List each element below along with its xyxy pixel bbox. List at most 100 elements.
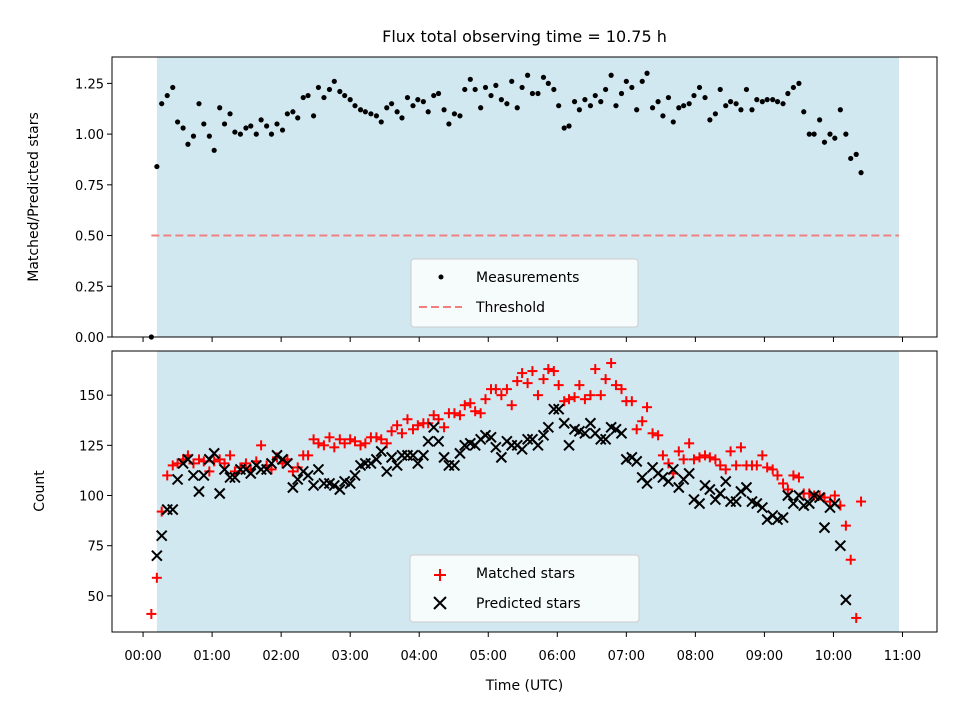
- measurement-point: [811, 131, 817, 137]
- measurement-point: [727, 99, 734, 105]
- measurement-point: [410, 103, 416, 109]
- predicted-star-point: [438, 451, 450, 464]
- predicted-star-point: [595, 433, 607, 446]
- counts-legend-box: [409, 554, 640, 623]
- time-x-tick-label: 05:00: [470, 649, 507, 664]
- counts-y-tick-label: 50: [87, 590, 104, 605]
- predicted-star-point: [542, 421, 555, 433]
- matched-star-point: [704, 452, 715, 463]
- predicted-star-point: [829, 497, 841, 510]
- time-x-tick-label: 11:00: [884, 649, 921, 664]
- measurement-point: [629, 84, 635, 91]
- ratio-y-axis: 0.00 0.25 0.50 0.75 1.00 1.25: [75, 77, 112, 346]
- predicted-star-point: [521, 433, 534, 446]
- measurement-point: [738, 107, 744, 113]
- measurement-point: [529, 90, 536, 97]
- matched-star-point: [700, 450, 711, 461]
- predicted-star-point: [516, 443, 528, 456]
- measurement-point: [201, 121, 207, 127]
- predicted-star-point: [662, 475, 675, 488]
- matched-star-point: [490, 384, 501, 395]
- measurement-point: [618, 90, 625, 97]
- measurement-point: [326, 86, 333, 93]
- ratio-panel: 0.00 0.25 0.50 0.75 1.00 1.25 Matched/Predict…: [26, 56, 938, 346]
- measurement-point: [655, 99, 661, 105]
- ratio-legend: Measurements Threshold: [410, 258, 639, 328]
- matched-star-point: [579, 394, 590, 405]
- measurement-point: [399, 115, 405, 121]
- measurement-point: [696, 84, 703, 91]
- measurement-point: [384, 105, 390, 111]
- predicted-star-point: [704, 483, 716, 496]
- measurement-point: [587, 103, 594, 109]
- matched-star-point: [303, 450, 314, 461]
- matched-star-point: [412, 420, 423, 431]
- matched-star-point: [793, 472, 804, 483]
- matched-star-point: [188, 458, 199, 469]
- predicted-star-point: [151, 550, 163, 562]
- measurement-point: [347, 97, 353, 103]
- measurement-point: [185, 141, 191, 147]
- predicted-star-point: [198, 469, 210, 482]
- matched-star-point: [637, 416, 648, 427]
- predicted-star-point: [840, 594, 852, 606]
- predicted-star-point: [208, 447, 220, 460]
- matched-star-point: [501, 384, 512, 395]
- measurement-point: [368, 111, 374, 117]
- measurement-point: [404, 94, 411, 101]
- predicted-star-point: [735, 485, 747, 498]
- predicted-star-point: [375, 445, 387, 458]
- measurement-point: [712, 111, 718, 117]
- measurement-point: [274, 121, 280, 127]
- matched-star-point: [543, 364, 554, 375]
- predicted-star-point: [756, 501, 769, 514]
- predicted-star-point: [782, 489, 794, 502]
- measurement-point: [446, 121, 452, 127]
- matched-star-point: [350, 436, 361, 447]
- measurement-point: [253, 131, 259, 137]
- measurement-point: [268, 131, 275, 137]
- measurement-point: [623, 78, 629, 84]
- predicted-star-point: [385, 451, 398, 464]
- measurement-point: [504, 101, 510, 107]
- matched-star-point: [663, 458, 674, 469]
- ratio-panel-frame: [111, 56, 938, 338]
- measurement-point: [733, 101, 739, 107]
- measurement-points: [148, 70, 864, 340]
- matched-star-point: [360, 438, 371, 449]
- measurement-point: [613, 103, 619, 109]
- legend-predicted-marker: [433, 596, 447, 610]
- measurement-point: [482, 84, 489, 91]
- measurement-point: [754, 97, 760, 103]
- measurement-point: [467, 76, 473, 82]
- measurement-point: [352, 103, 358, 109]
- matched-star-point: [631, 424, 642, 435]
- measurement-point: [300, 94, 306, 101]
- predicted-star-point: [281, 457, 294, 470]
- matched-star-point: [553, 380, 564, 391]
- predicted-star-point: [344, 477, 356, 490]
- measurement-point: [582, 97, 588, 103]
- predicted-star-point: [271, 449, 283, 462]
- predicted-star-point: [265, 457, 278, 470]
- matched-star-point: [449, 408, 460, 419]
- ratio-y-tick-label: 0.00: [75, 331, 104, 346]
- measurement-point: [264, 123, 270, 129]
- predicted-star-point: [412, 457, 424, 470]
- predicted-star-point: [182, 453, 194, 466]
- time-x-tick-label: 09:00: [746, 649, 783, 664]
- counts-y-axis: 50 75 100 125 150: [79, 389, 112, 605]
- measurement-point: [806, 131, 812, 137]
- matched-star-point: [292, 462, 303, 473]
- matched-star-point: [162, 470, 173, 481]
- measurement-point: [665, 94, 672, 101]
- matched-star-point: [355, 440, 366, 451]
- measurement-point: [342, 92, 348, 99]
- measurement-point: [571, 99, 578, 105]
- measurement-point: [232, 129, 238, 135]
- measurement-point: [644, 70, 650, 76]
- matched-star-point: [725, 446, 736, 457]
- time-x-axis: 00:00 01:00 02:00 03:00 04:00 05:00 06:00 07:00…: [124, 632, 921, 664]
- measurement-point: [576, 107, 582, 113]
- legend-threshold-label: Threshold: [475, 300, 545, 316]
